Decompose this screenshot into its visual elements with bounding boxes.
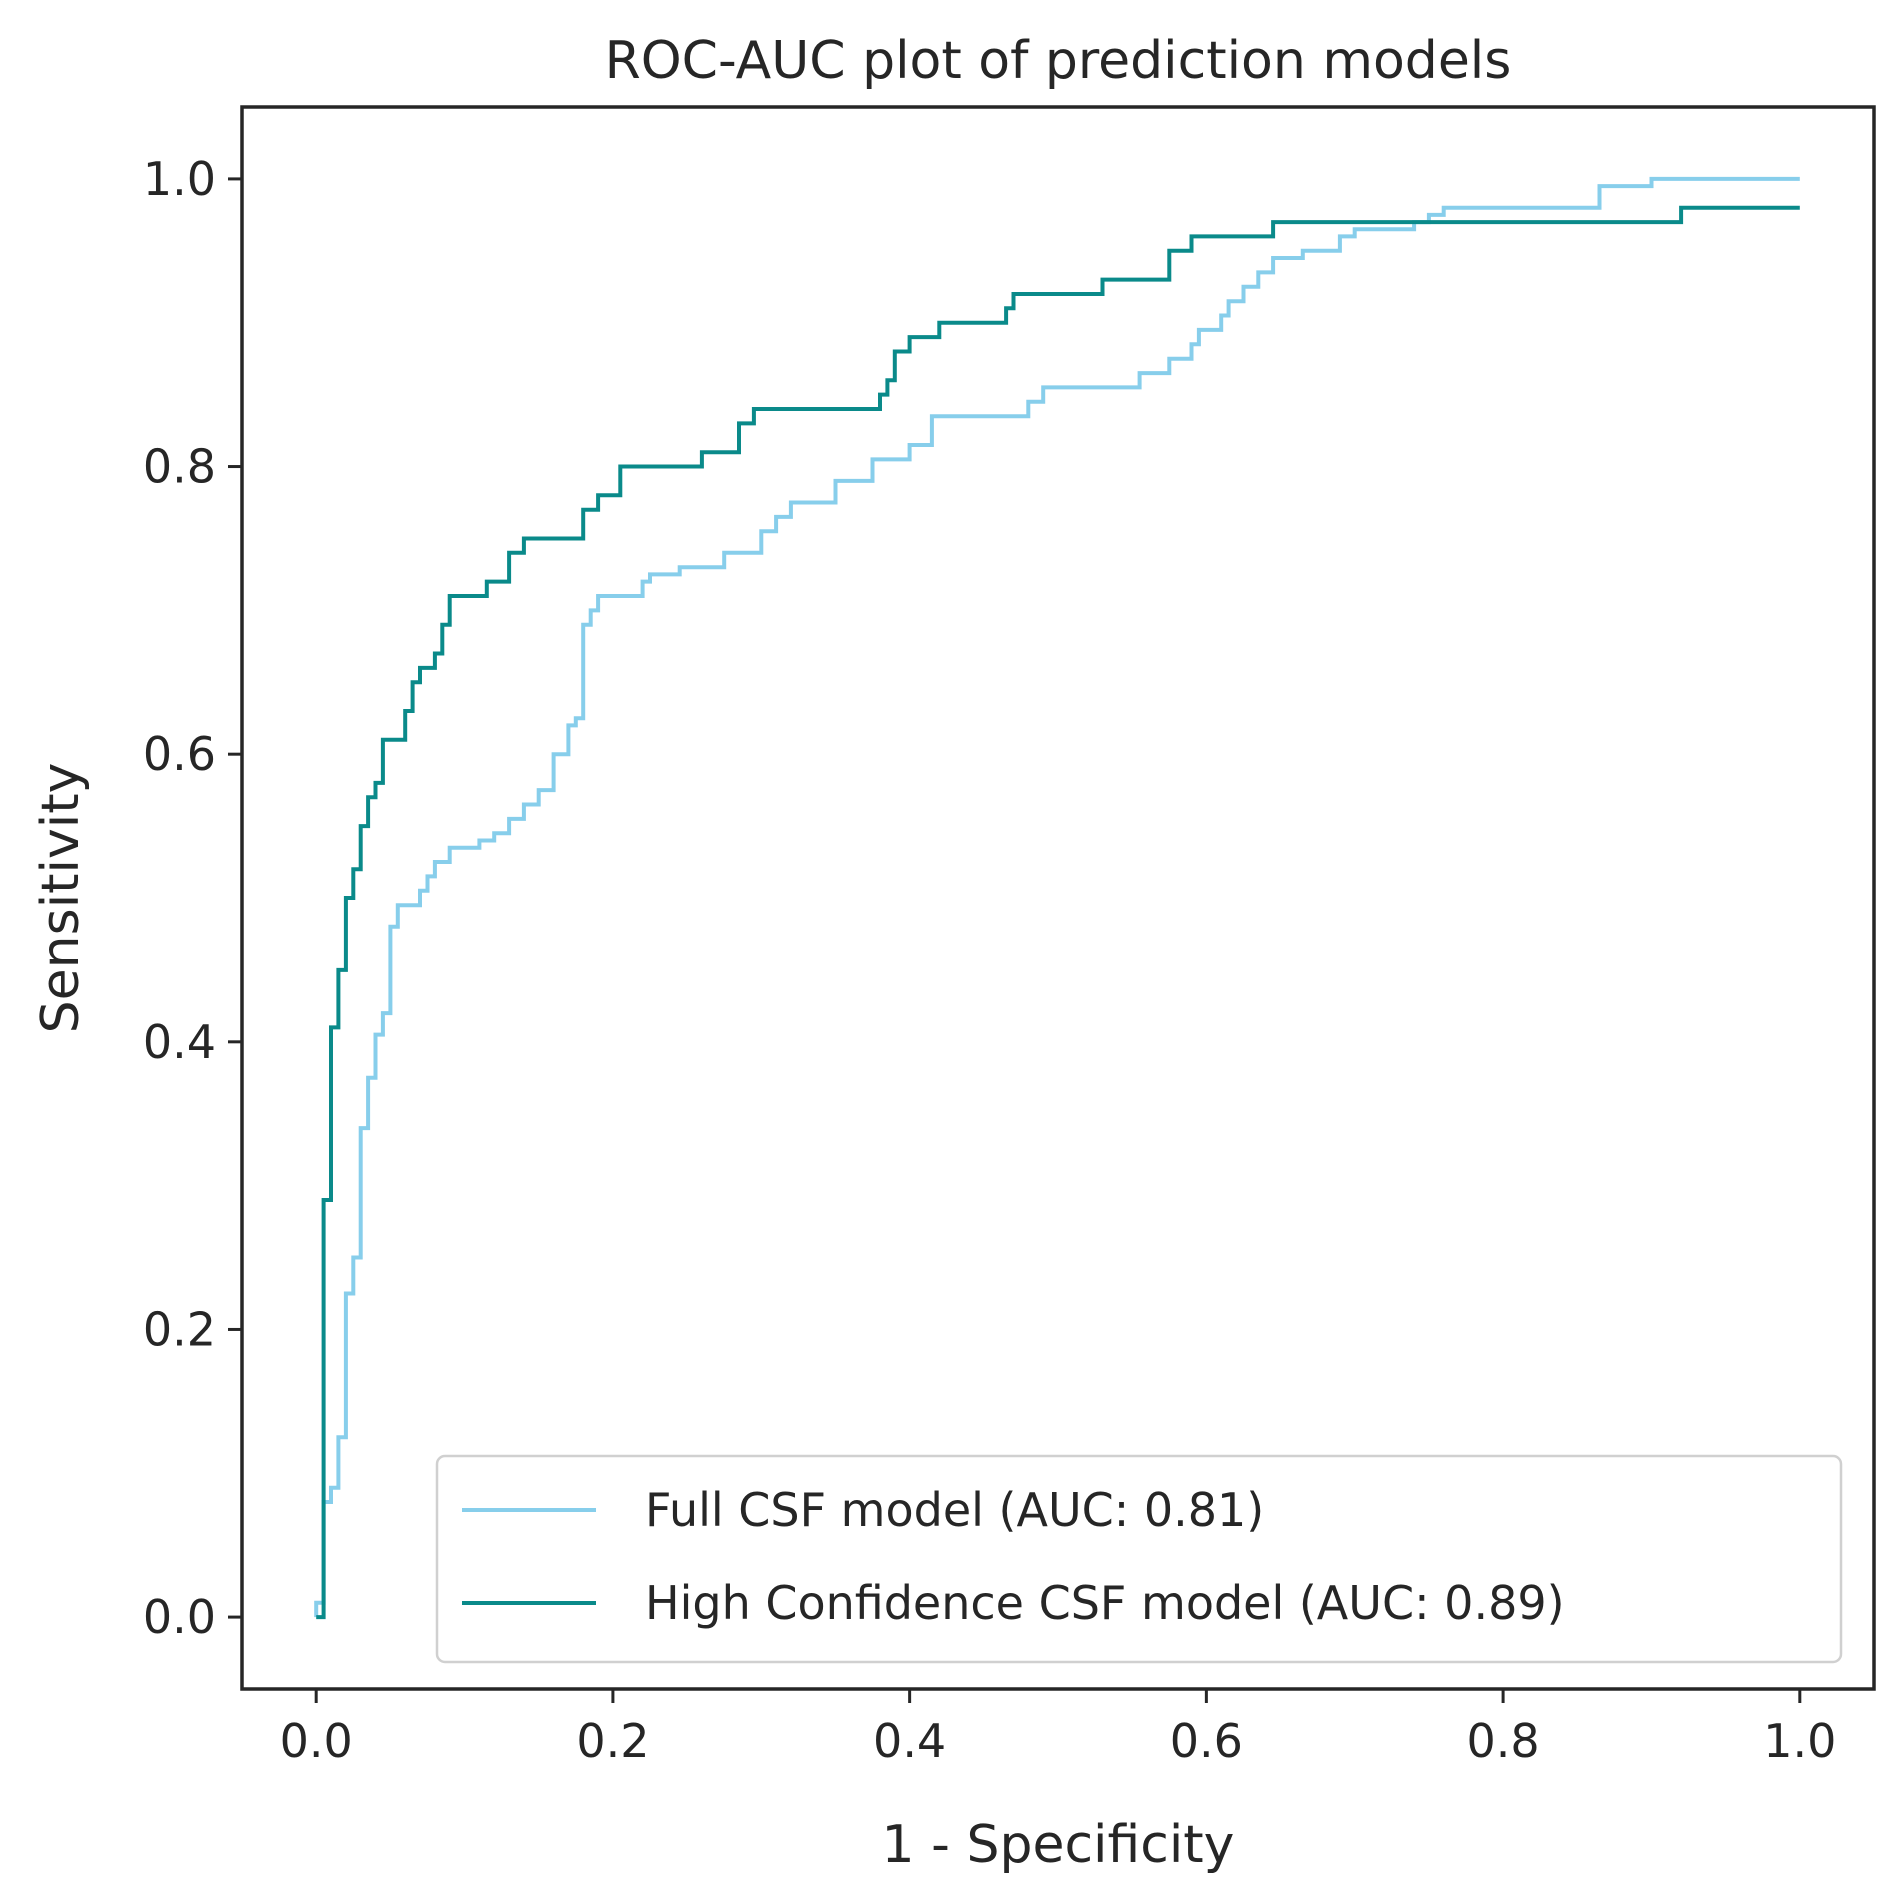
y-tick-label: 0.2 [143, 1302, 216, 1356]
plot-frame [240, 105, 1876, 1691]
series-line-0 [314, 176, 1800, 1618]
legend-label-full-csf: Full CSF model (AUC: 0.81) [645, 1483, 1264, 1537]
x-tick-label: 1.0 [1763, 1714, 1836, 1768]
legend-box [435, 1454, 1843, 1664]
y-axis-label: Sensitivity [31, 763, 91, 1034]
y-axis: 0.0 0.2 0.4 0.6 0.8 1.0 [143, 152, 242, 1644]
series-line-1 [316, 205, 1800, 1620]
series-layer [314, 176, 1800, 1620]
x-axis-label: 1 - Specificity [882, 1815, 1235, 1875]
chart-title: ROC-AUC plot of prediction models [605, 31, 1512, 91]
y-tick-label: 0.8 [143, 440, 216, 494]
x-tick-label: 0.4 [873, 1714, 946, 1768]
y-tick-label: 1.0 [143, 152, 216, 206]
x-tick-label: 0.8 [1467, 1714, 1540, 1768]
x-axis: 0.0 0.2 0.4 0.6 0.8 1.0 [280, 1689, 1836, 1768]
y-tick-label: 0.0 [143, 1590, 216, 1644]
legend-label-high-confidence-csf: High Confidence CSF model (AUC: 0.89) [645, 1576, 1565, 1630]
y-tick-label: 0.4 [143, 1015, 216, 1069]
legend: Full CSF model (AUC: 0.81) High Confiden… [435, 1454, 1843, 1664]
y-tick-label: 0.6 [143, 727, 216, 781]
x-tick-label: 0.0 [280, 1714, 353, 1768]
x-tick-label: 0.2 [576, 1714, 649, 1768]
x-tick-label: 0.6 [1170, 1714, 1243, 1768]
